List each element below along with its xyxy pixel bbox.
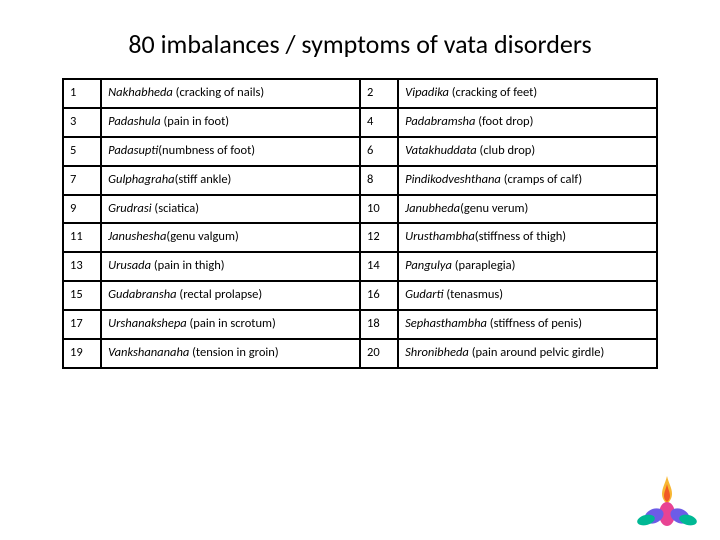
table-row: 5Padasupti(numbness of foot)6Vatakhuddat…	[63, 137, 657, 166]
row-number: 18	[360, 310, 398, 339]
row-number: 20	[360, 339, 398, 368]
symptom-table-wrap: 1Nakhabheda (cracking of nails)2Vipadika…	[0, 78, 720, 369]
row-number: 9	[63, 195, 101, 224]
row-number: 19	[63, 339, 101, 368]
symptom-cell: Nakhabheda (cracking of nails)	[101, 79, 360, 108]
table-row: 9Grudrasi (sciatica)10Janubheda(genu ver…	[63, 195, 657, 224]
symptom-cell: Padasupti(numbness of foot)	[101, 137, 360, 166]
row-number: 3	[63, 108, 101, 137]
row-number: 15	[63, 281, 101, 310]
row-number: 2	[360, 79, 398, 108]
row-number: 4	[360, 108, 398, 137]
symptom-table: 1Nakhabheda (cracking of nails)2Vipadika…	[62, 78, 658, 369]
symptom-cell: Grudrasi (sciatica)	[101, 195, 360, 224]
table-row: 13Urusada (pain in thigh)14Pangulya (par…	[63, 252, 657, 281]
row-number: 8	[360, 166, 398, 195]
symptom-cell: Pindikodveshthana (cramps of calf)	[398, 166, 657, 195]
row-number: 14	[360, 252, 398, 281]
table-row: 1Nakhabheda (cracking of nails)2Vipadika…	[63, 79, 657, 108]
table-row: 7Gulphagraha(stiff ankle)8Pindikodveshth…	[63, 166, 657, 195]
table-row: 3Padashula (pain in foot)4Padabramsha (f…	[63, 108, 657, 137]
page-title: 80 imbalances / symptoms of vata disorde…	[0, 0, 720, 78]
row-number: 1	[63, 79, 101, 108]
table-row: 17Urshanakshepa (pain in scrotum)18Sepha…	[63, 310, 657, 339]
symptom-cell: Janushesha(genu valgum)	[101, 223, 360, 252]
row-number: 16	[360, 281, 398, 310]
symptom-cell: Vipadika (cracking of feet)	[398, 79, 657, 108]
symptom-cell: Shronibheda (pain around pelvic girdle)	[398, 339, 657, 368]
row-number: 7	[63, 166, 101, 195]
row-number: 5	[63, 137, 101, 166]
symptom-cell: Vatakhuddata (club drop)	[398, 137, 657, 166]
institute-logo	[632, 474, 702, 530]
symptom-cell: Gulphagraha(stiff ankle)	[101, 166, 360, 195]
table-row: 11Janushesha(genu valgum)12Urusthambha(s…	[63, 223, 657, 252]
row-number: 12	[360, 223, 398, 252]
row-number: 17	[63, 310, 101, 339]
symptom-cell: Padashula (pain in foot)	[101, 108, 360, 137]
symptom-cell: Pangulya (paraplegia)	[398, 252, 657, 281]
symptom-cell: Urshanakshepa (pain in scrotum)	[101, 310, 360, 339]
symptom-cell: Janubheda(genu verum)	[398, 195, 657, 224]
symptom-cell: Gudabransha (rectal prolapse)	[101, 281, 360, 310]
symptom-cell: Sephasthambha (stiffness of penis)	[398, 310, 657, 339]
symptom-cell: Gudarti (tenasmus)	[398, 281, 657, 310]
symptom-cell: Urusada (pain in thigh)	[101, 252, 360, 281]
row-number: 13	[63, 252, 101, 281]
symptom-cell: Vankshananaha (tension in groin)	[101, 339, 360, 368]
symptom-cell: Urusthambha(stiffness of thigh)	[398, 223, 657, 252]
row-number: 10	[360, 195, 398, 224]
row-number: 11	[63, 223, 101, 252]
symptom-cell: Padabramsha (foot drop)	[398, 108, 657, 137]
row-number: 6	[360, 137, 398, 166]
table-row: 15Gudabransha (rectal prolapse)16Gudarti…	[63, 281, 657, 310]
table-row: 19Vankshananaha (tension in groin)20Shro…	[63, 339, 657, 368]
